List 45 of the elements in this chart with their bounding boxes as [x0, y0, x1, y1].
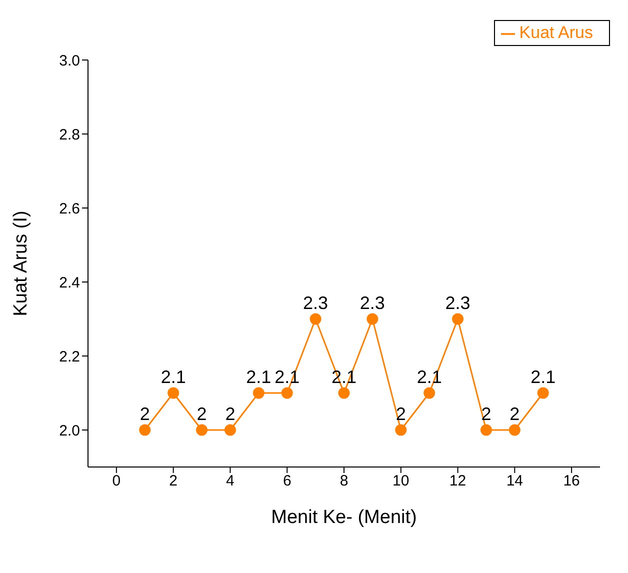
x-tick-label: 12 — [449, 472, 466, 490]
x-tick-label: 8 — [340, 472, 348, 490]
point — [395, 424, 407, 436]
point — [452, 313, 464, 325]
y-tick-label: 2.4 — [59, 274, 80, 292]
x-axis-title: Menit Ke- (Menit) — [271, 507, 417, 528]
y-tick-label: 2.2 — [59, 348, 80, 366]
point — [310, 313, 322, 325]
x-tick-label: 16 — [563, 472, 580, 490]
x-tick-label: 14 — [506, 472, 524, 490]
y-axis-title: Kuat Arus (I) — [10, 210, 32, 316]
point — [366, 313, 378, 325]
point — [281, 387, 293, 399]
data-label: 2.3 — [445, 293, 470, 313]
point — [224, 424, 236, 436]
data-label: 2 — [510, 404, 520, 424]
data-label: 2.3 — [360, 293, 385, 313]
x-tick-label: 2 — [169, 472, 178, 490]
point — [196, 424, 208, 436]
point — [252, 387, 264, 399]
point — [139, 424, 151, 436]
point — [480, 424, 492, 436]
point — [424, 387, 436, 399]
legend-label: Kuat Arus — [519, 23, 593, 42]
data-label: 2.1 — [530, 367, 556, 387]
y-tick-label: 2.6 — [59, 200, 80, 218]
y-tick-label: 2.8 — [59, 126, 80, 144]
data-label: 2.3 — [303, 293, 328, 313]
data-label: 2 — [481, 404, 492, 424]
data-label: 2 — [140, 404, 150, 424]
data-label: 2 — [396, 404, 406, 424]
point — [537, 387, 549, 399]
point — [168, 387, 180, 399]
y-tick-label: 2.0 — [59, 422, 80, 440]
point — [338, 387, 350, 399]
point — [508, 424, 520, 436]
data-label: 2 — [196, 404, 207, 424]
x-tick-label: 4 — [226, 472, 234, 490]
x-tick-label: 6 — [282, 472, 292, 490]
x-tick-label: 10 — [392, 472, 410, 490]
data-label: 2 — [225, 404, 236, 424]
y-tick-label: 3.0 — [59, 52, 80, 70]
data-label: 2.1 — [246, 367, 272, 387]
x-tick-label: 0 — [112, 472, 121, 490]
data-label: 2.1 — [160, 367, 186, 387]
